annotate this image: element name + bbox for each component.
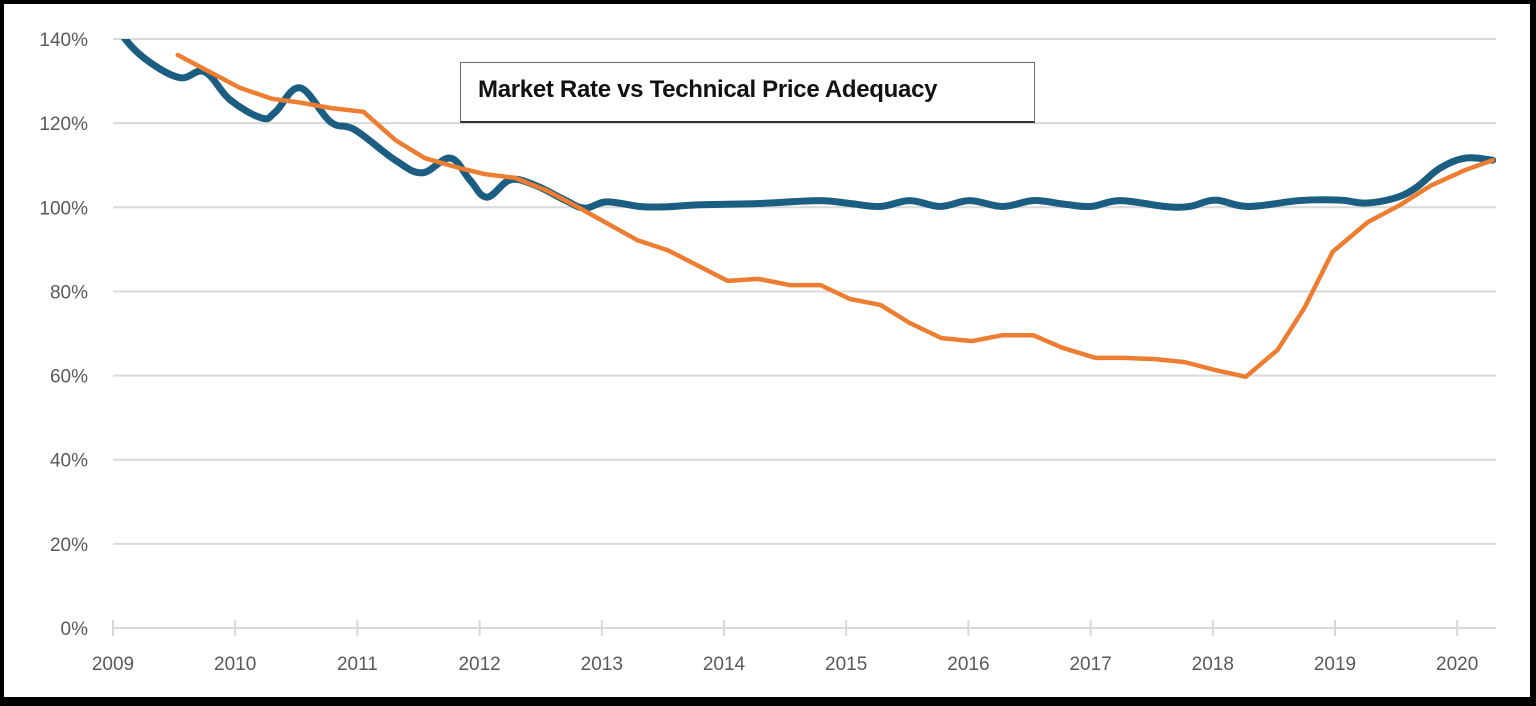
x-tick-label: 2015 (825, 654, 867, 675)
series-line-technical-price-adequacy (175, 52, 1495, 380)
y-tick-label: 140% (39, 30, 88, 51)
x-axis: 2009 2010 2011 2012 2013 2014 2015 2016 2017 2018… (92, 620, 1496, 675)
x-tick-label: 2016 (947, 654, 989, 675)
x-tick-label: 2012 (458, 654, 500, 675)
y-tick-label: 40% (50, 451, 88, 472)
series-line-market-rate (120, 39, 1497, 212)
x-tick-label: 2011 (337, 654, 378, 675)
y-tick-label: 80% (50, 282, 88, 303)
line-chart: 2009 2010 2011 2012 2013 2014 2015 2016 2017 2018… (39, 30, 1497, 675)
x-tick-label: 2014 (703, 654, 746, 675)
chart-title-box: Market Rate vs Technical Price Adequacy (460, 62, 1035, 123)
chart-frame: 2009 2010 2011 2012 2013 2014 2015 2016 2017 2018… (4, 4, 1530, 697)
series-lines (120, 39, 1497, 380)
y-tick-label: 20% (50, 535, 88, 556)
y-tick-label: 120% (39, 114, 88, 135)
x-tick-label: 2013 (581, 654, 623, 675)
x-tick-label: 2017 (1069, 654, 1111, 675)
y-tick-label: 60% (50, 367, 88, 388)
x-tick-label: 2018 (1192, 654, 1234, 675)
x-tick-label: 2009 (92, 654, 134, 675)
x-tick-label: 2019 (1314, 654, 1356, 675)
chart-title: Market Rate vs Technical Price Adequacy (478, 76, 938, 103)
y-axis: 0% 20% 40% 60% 80% 100% 120% 140% (39, 30, 88, 640)
y-tick-label: 0% (61, 619, 89, 640)
x-tick-label: 2010 (214, 654, 256, 675)
y-tick-label: 100% (39, 198, 88, 219)
x-tick-label: 2020 (1436, 654, 1478, 675)
